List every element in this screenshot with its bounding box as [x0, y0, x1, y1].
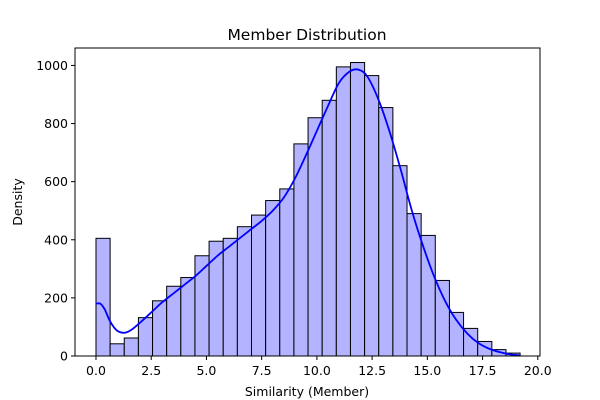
- chart-title: Member Distribution: [227, 26, 386, 44]
- histogram-bar: [279, 188, 295, 357]
- histogram-bar: [180, 277, 196, 357]
- histogram-bar: [335, 66, 351, 357]
- x-tick-label: 17.5: [469, 363, 497, 378]
- x-axis-ticks: 0.0 2.5 5.0 7.5 10.0 12.5 15.0 17.5 20.0: [86, 356, 552, 378]
- histogram-bar: [307, 117, 323, 357]
- histogram-bar: [321, 99, 337, 357]
- x-tick-label: 2.5: [141, 363, 161, 378]
- x-tick-label: 15.0: [413, 363, 441, 378]
- histogram-bars: [95, 62, 521, 357]
- x-tick-label: 7.5: [252, 363, 272, 378]
- y-tick-label: 1000: [36, 58, 68, 73]
- histogram-bar: [349, 62, 366, 357]
- y-tick-label: 800: [44, 116, 68, 131]
- y-axis-ticks: 0 200 400 600 800 1000: [36, 58, 75, 364]
- y-axis-label: Density: [10, 178, 25, 226]
- histogram-bar: [392, 165, 408, 357]
- histogram-bar: [364, 75, 380, 357]
- y-tick-label: 400: [44, 232, 68, 247]
- x-tick-label: 0.0: [86, 363, 106, 378]
- histogram-bar: [109, 343, 125, 357]
- x-axis-label: Similarity (Member): [245, 384, 369, 399]
- y-tick-label: 200: [44, 290, 68, 305]
- histogram-bar: [208, 240, 224, 357]
- histogram-bar: [222, 237, 238, 357]
- histogram-bar: [251, 214, 267, 357]
- histogram-bar: [95, 237, 111, 357]
- x-tick-label: 10.0: [303, 363, 331, 378]
- histogram-bar: [236, 226, 253, 357]
- plot-area-frame: [74, 47, 541, 357]
- histogram-bar: [434, 279, 450, 357]
- x-tick-label: 20.0: [524, 363, 552, 378]
- y-tick-label: 600: [44, 174, 68, 189]
- y-tick-label: 0: [60, 349, 68, 364]
- x-tick-label: 5.0: [196, 363, 216, 378]
- histogram-bar: [420, 234, 436, 357]
- x-tick-label: 12.5: [358, 363, 386, 378]
- histogram-bar: [123, 337, 139, 357]
- density-curve: [95, 68, 521, 357]
- histogram-bar: [265, 200, 281, 357]
- histogram-bar: [378, 107, 394, 357]
